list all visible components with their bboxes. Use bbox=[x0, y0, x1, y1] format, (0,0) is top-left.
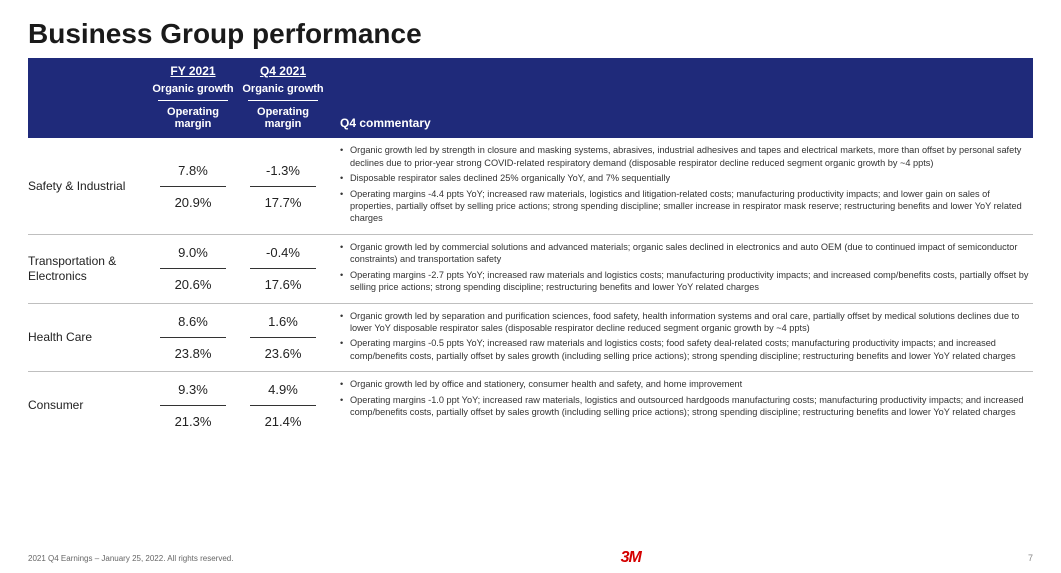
bullet-item: Operating margins -4.4 ppts YoY; increas… bbox=[340, 188, 1033, 225]
header-sub-margin-fy: Operating margin bbox=[148, 104, 238, 132]
table-row: Consumer 9.3% 21.3% 4.9% 21.4% Organic g… bbox=[28, 372, 1033, 439]
table-row: Transportation & Electronics 9.0% 20.6% … bbox=[28, 235, 1033, 304]
bullet-list: Organic growth led by strength in closur… bbox=[340, 144, 1033, 225]
q4-growth: 1.6% bbox=[268, 310, 298, 333]
metric-rule bbox=[160, 337, 226, 338]
metric-rule bbox=[250, 268, 316, 269]
metric-col-q4: 4.9% 21.4% bbox=[238, 378, 328, 433]
fy-margin: 21.3% bbox=[175, 410, 212, 433]
header-sub-growth-fy: Organic growth bbox=[152, 81, 233, 97]
fy-margin: 20.6% bbox=[175, 273, 212, 296]
commentary-cell: Organic growth led by commercial solutio… bbox=[328, 241, 1033, 297]
segment-name: Safety & Industrial bbox=[28, 144, 148, 228]
header-commentary-label: Q4 commentary bbox=[340, 116, 1033, 132]
header-sub-margin-q4: Operating margin bbox=[238, 104, 328, 132]
segment-name: Consumer bbox=[28, 378, 148, 433]
bullet-item: Organic growth led by office and station… bbox=[340, 378, 1033, 390]
page-title: Business Group performance bbox=[28, 18, 1033, 50]
bullet-list: Organic growth led by office and station… bbox=[340, 378, 1033, 418]
metric-rule bbox=[160, 405, 226, 406]
metric-col-fy: 8.6% 23.8% bbox=[148, 310, 238, 366]
q4-growth: 4.9% bbox=[268, 378, 298, 401]
metric-col-q4: -1.3% 17.7% bbox=[238, 144, 328, 228]
metric-rule bbox=[250, 337, 316, 338]
header-col-commentary: Q4 commentary bbox=[328, 116, 1033, 132]
bullet-item: Disposable respirator sales declined 25%… bbox=[340, 172, 1033, 184]
bullet-item: Organic growth led by commercial solutio… bbox=[340, 241, 1033, 266]
bullet-list: Organic growth led by commercial solutio… bbox=[340, 241, 1033, 294]
table-row: Health Care 8.6% 23.8% 1.6% 23.6% Organi… bbox=[28, 304, 1033, 373]
metric-rule bbox=[160, 268, 226, 269]
slide-container: Business Group performance FY 2021 Organ… bbox=[0, 0, 1061, 439]
bullet-list: Organic growth led by separation and pur… bbox=[340, 310, 1033, 363]
metric-col-q4: -0.4% 17.6% bbox=[238, 241, 328, 297]
bullet-item: Organic growth led by separation and pur… bbox=[340, 310, 1033, 335]
metric-rule bbox=[250, 186, 316, 187]
header-period-fy: FY 2021 bbox=[170, 64, 215, 78]
q4-margin: 23.6% bbox=[265, 342, 302, 365]
bullet-item: Operating margins -0.5 ppts YoY; increas… bbox=[340, 337, 1033, 362]
slide-footer: 2021 Q4 Earnings – January 25, 2022. All… bbox=[28, 549, 1033, 567]
table-header: FY 2021 Organic growth Operating margin … bbox=[28, 58, 1033, 138]
header-rule bbox=[248, 100, 318, 101]
header-sub-growth-q4: Organic growth bbox=[242, 81, 323, 97]
metric-col-q4: 1.6% 23.6% bbox=[238, 310, 328, 366]
fy-growth: 9.0% bbox=[178, 241, 208, 264]
header-rule bbox=[158, 100, 228, 101]
table-row: Safety & Industrial 7.8% 20.9% -1.3% 17.… bbox=[28, 138, 1033, 235]
bullet-item: Organic growth led by strength in closur… bbox=[340, 144, 1033, 169]
metric-rule bbox=[160, 186, 226, 187]
q4-margin: 17.7% bbox=[265, 191, 302, 214]
metric-col-fy: 7.8% 20.9% bbox=[148, 144, 238, 228]
header-period-q4: Q4 2021 bbox=[260, 64, 306, 78]
bullet-item: Operating margins -2.7 ppts YoY; increas… bbox=[340, 269, 1033, 294]
commentary-cell: Organic growth led by strength in closur… bbox=[328, 144, 1033, 228]
fy-growth: 8.6% bbox=[178, 310, 208, 333]
metric-col-fy: 9.0% 20.6% bbox=[148, 241, 238, 297]
segment-name: Transportation & Electronics bbox=[28, 241, 148, 297]
logo-3m: 3M bbox=[621, 549, 641, 567]
metric-col-fy: 9.3% 21.3% bbox=[148, 378, 238, 433]
fy-margin: 20.9% bbox=[175, 191, 212, 214]
fy-margin: 23.8% bbox=[175, 342, 212, 365]
header-col-q4: Q4 2021 Organic growth Operating margin bbox=[238, 64, 328, 132]
q4-margin: 17.6% bbox=[265, 273, 302, 296]
commentary-cell: Organic growth led by office and station… bbox=[328, 378, 1033, 433]
q4-growth: -1.3% bbox=[266, 159, 300, 182]
q4-margin: 21.4% bbox=[265, 410, 302, 433]
page-number: 7 bbox=[1028, 553, 1033, 563]
header-col-fy: FY 2021 Organic growth Operating margin bbox=[148, 64, 238, 132]
footer-left: 2021 Q4 Earnings – January 25, 2022. All… bbox=[28, 554, 233, 563]
q4-growth: -0.4% bbox=[266, 241, 300, 264]
segments-table: Safety & Industrial 7.8% 20.9% -1.3% 17.… bbox=[28, 138, 1033, 439]
bullet-item: Operating margins -1.0 ppt YoY; increase… bbox=[340, 394, 1033, 419]
metric-rule bbox=[250, 405, 316, 406]
segment-name: Health Care bbox=[28, 310, 148, 366]
fy-growth: 7.8% bbox=[178, 159, 208, 182]
commentary-cell: Organic growth led by separation and pur… bbox=[328, 310, 1033, 366]
fy-growth: 9.3% bbox=[178, 378, 208, 401]
